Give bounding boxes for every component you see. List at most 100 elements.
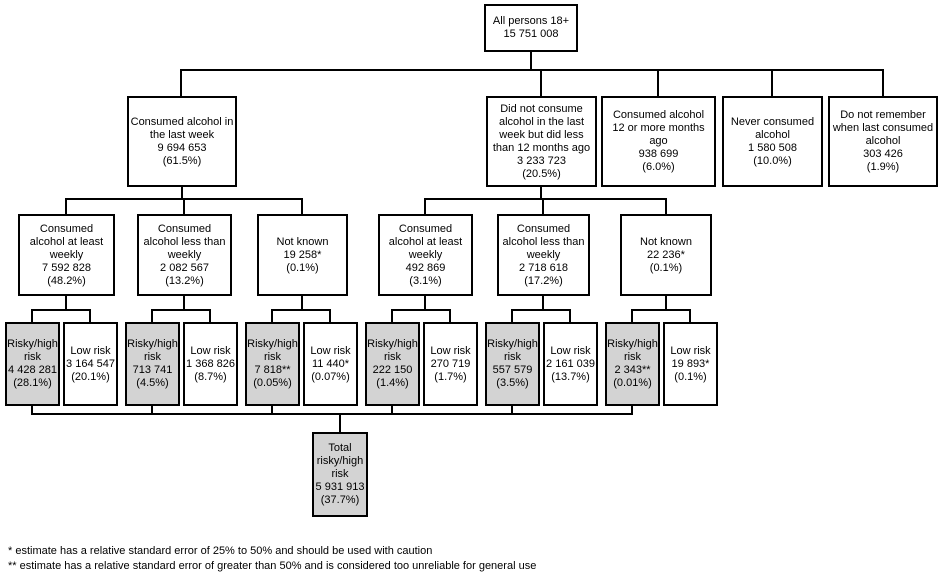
node-percent: (61.5%)	[162, 154, 202, 167]
node-value: 19 258*	[283, 248, 322, 261]
node-value: 11 440*	[311, 357, 350, 370]
node-percent: (3.5%)	[496, 377, 529, 389]
node-value: 222 150	[372, 364, 413, 376]
node-low-risk-1: Low risk 3 164 547 (20.1%)	[63, 322, 118, 406]
node-consumed-last-week: Consumed alcohol in the last week 9 694 …	[127, 96, 237, 187]
node-value: 3 164 547	[66, 357, 115, 370]
node-percent: (1.9%)	[866, 161, 900, 173]
node-percent: (1.7%)	[434, 370, 467, 383]
node-label: Low risk	[550, 344, 591, 357]
node-risky-4: Risky/high risk 222 150 (1.4%)	[365, 322, 420, 406]
node-percent: (20.5%)	[522, 167, 561, 180]
node-total-risky: Total risky/high risk 5 931 913 (37.7%)	[312, 432, 368, 517]
node-percent: (28.1%)	[13, 377, 52, 389]
node-low-risk-5: Low risk 2 161 039 (13.7%)	[543, 322, 598, 406]
node-percent: (1.4%)	[376, 377, 409, 389]
node-consumed-12-months-ago: Consumed alcohol 12 or more months ago 9…	[601, 96, 716, 187]
node-never-consumed: Never consumed alcohol 1 580 508 (10.0%)	[722, 96, 823, 187]
node-value: 492 869	[405, 261, 446, 274]
node-percent: (0.1%)	[286, 261, 319, 274]
node-at-least-weekly-2: Consumed alcohol at least weekly 492 869…	[378, 214, 473, 296]
node-label: Low risk	[70, 344, 111, 357]
node-value: 1 580 508	[748, 141, 797, 154]
node-label: Low risk	[430, 344, 471, 357]
node-percent: (13.7%)	[551, 370, 590, 383]
node-low-risk-6: Low risk 19 893* (0.1%)	[663, 322, 718, 406]
node-label: Risky/high risk	[7, 338, 58, 363]
node-label: Low risk	[670, 344, 711, 357]
node-less-than-weekly-1: Consumed alcohol less than weekly 2 082 …	[137, 214, 232, 296]
node-label: Not known	[640, 235, 692, 248]
node-label: Do not remember when last consumed alcoh…	[832, 109, 934, 147]
node-percent: (4.5%)	[136, 377, 169, 389]
node-value: 303 426	[863, 148, 903, 160]
node-risky-1: Risky/high risk 4 428 281 (28.1%)	[5, 322, 60, 406]
node-value: 22 236*	[647, 248, 685, 261]
node-value: 1 368 826	[186, 357, 235, 370]
node-percent: (6.0%)	[642, 161, 675, 173]
node-label: Consumed alcohol in the last week	[130, 115, 234, 141]
node-label: Consumed alcohol less than weekly	[143, 222, 226, 261]
node-percent: (0.1%)	[649, 261, 683, 274]
node-label: Not known	[276, 235, 329, 248]
node-value: 7 592 828	[42, 261, 91, 274]
node-label: Total risky/high risk	[316, 442, 364, 480]
node-label: Low risk	[310, 344, 351, 357]
node-value: 3 233 723	[517, 154, 566, 167]
node-label: Did not consume alcohol in the last week…	[492, 102, 591, 154]
node-value: 2 718 618	[519, 261, 568, 274]
node-label: All persons 18+	[492, 15, 570, 27]
node-risky-2: Risky/high risk 713 741 (4.5%)	[125, 322, 180, 406]
node-value: 713 741	[132, 364, 173, 376]
node-percent: (10.0%)	[753, 154, 792, 167]
node-value: 938 699	[638, 148, 679, 160]
node-percent: (8.7%)	[194, 370, 227, 383]
node-label: Consumed alcohol at least weekly	[29, 222, 104, 261]
node-label: Consumed alcohol less than weekly	[502, 222, 585, 261]
node-percent: (0.01%)	[613, 377, 652, 389]
node-value: 2 082 567	[160, 261, 209, 274]
node-value: 19 893*	[671, 357, 710, 370]
node-percent: (0.1%)	[674, 370, 707, 383]
node-low-risk-3: Low risk 11 440* (0.07%)	[303, 322, 358, 406]
node-risky-6: Risky/high risk 2 343** (0.01%)	[605, 322, 660, 406]
node-not-known-1: Not known 19 258* (0.1%)	[257, 214, 348, 296]
node-value: 270 719	[430, 357, 471, 370]
node-risky-5: Risky/high risk 557 579 (3.5%)	[485, 322, 540, 406]
node-percent: (20.1%)	[71, 370, 110, 383]
node-value: 557 579	[492, 364, 533, 376]
node-label: Low risk	[190, 344, 231, 357]
node-not-consumed-last-week: Did not consume alcohol in the last week…	[486, 96, 597, 187]
node-at-least-weekly-1: Consumed alcohol at least weekly 7 592 8…	[18, 214, 115, 296]
node-low-risk-4: Low risk 270 719 (1.7%)	[423, 322, 478, 406]
node-percent: (17.2%)	[524, 274, 563, 287]
node-value: 2 161 039	[546, 357, 595, 370]
node-value: 4 428 281	[8, 364, 57, 376]
node-value: 15 751 008	[503, 28, 559, 40]
node-percent: (13.2%)	[165, 274, 204, 287]
node-label: Consumed alcohol at least weekly	[388, 222, 463, 261]
node-value: 9 694 653	[157, 141, 207, 154]
node-not-known-2: Not known 22 236* (0.1%)	[620, 214, 712, 296]
node-percent: (0.05%)	[253, 377, 292, 389]
node-label: Risky/high risk	[127, 338, 178, 363]
node-label: Risky/high risk	[367, 338, 418, 363]
node-do-not-remember: Do not remember when last consumed alcoh…	[828, 96, 938, 187]
node-percent: (37.7%)	[320, 494, 360, 506]
node-label: Risky/high risk	[247, 338, 298, 363]
footnote-double-asterisk: ** estimate has a relative standard erro…	[8, 560, 537, 572]
node-percent: (48.2%)	[47, 274, 86, 287]
node-all-persons: All persons 18+ 15 751 008	[484, 4, 578, 52]
footnote-single-asterisk: * estimate has a relative standard error…	[8, 545, 433, 557]
node-risky-3: Risky/high risk 7 818** (0.05%)	[245, 322, 300, 406]
node-value: 5 931 913	[315, 481, 365, 493]
node-low-risk-2: Low risk 1 368 826 (8.7%)	[183, 322, 238, 406]
node-label: Risky/high risk	[607, 338, 658, 363]
node-percent: (0.07%)	[311, 370, 350, 383]
node-label: Never consumed alcohol	[730, 115, 815, 141]
node-label: Risky/high risk	[487, 338, 538, 363]
node-value: 2 343**	[614, 364, 651, 376]
node-percent: (3.1%)	[409, 274, 442, 287]
